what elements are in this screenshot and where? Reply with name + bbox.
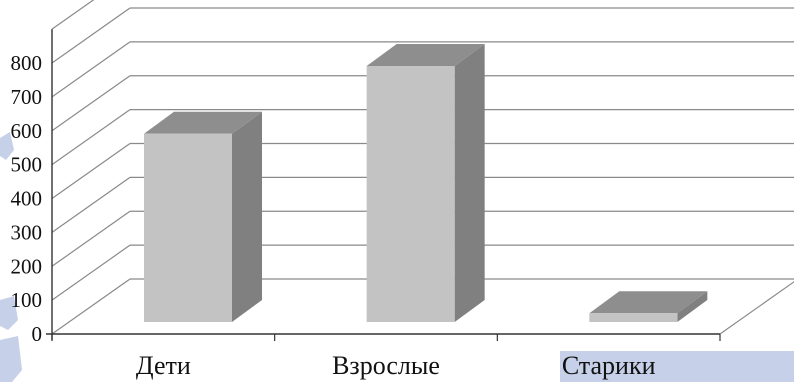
gridline-side [51,244,131,301]
gridline-side [51,143,131,199]
bar-front-face [366,66,455,322]
decor-band [560,351,794,382]
bars [144,44,708,322]
bar-front-face [144,133,232,322]
decor-mark [0,296,18,330]
x-category-label: Старики [562,351,656,380]
bar-side-face [677,291,708,322]
y-tick-label: 800 [11,51,43,75]
y-tick-label: 200 [11,254,43,278]
floor-right-edge [719,281,794,335]
decor-mark [0,336,22,382]
gridline-side [51,75,131,132]
x-axis-category-labels: Дети Взрослые Старики [136,351,656,380]
bar-2 [366,44,485,322]
gridline-side [51,7,131,64]
bar-front-face [589,313,678,322]
gridline-side [51,109,131,166]
y-tick-label: 500 [11,153,43,177]
gridline-side [51,41,131,98]
y-tick-label: 300 [11,220,43,244]
x-category-label: Дети [136,351,191,380]
gridline-side [51,278,131,335]
y-tick-label: 400 [11,187,43,211]
bar-top-face [366,44,485,66]
axes [46,29,721,341]
y-tick-label: 600 [11,119,43,143]
gridline-side [51,0,95,30]
bar-side-face [232,111,262,322]
y-tick-label: 0 [32,322,43,346]
bar-3 [589,291,708,322]
y-tick-label: 700 [11,85,43,109]
decor-mark [0,132,14,160]
y-tick-label: 100 [11,288,43,312]
bar-side-face [454,44,485,322]
x-category-label: Взрослые [332,351,440,380]
bar-1 [144,111,262,322]
background-decoration [0,132,794,382]
bar-top-face [589,291,708,314]
gridline-side [51,176,131,233]
bar-top-face [144,111,262,134]
gridline-side [51,210,131,267]
y-axis-tick-labels: 0 100 200 300 400 500 600 700 800 [11,51,43,346]
